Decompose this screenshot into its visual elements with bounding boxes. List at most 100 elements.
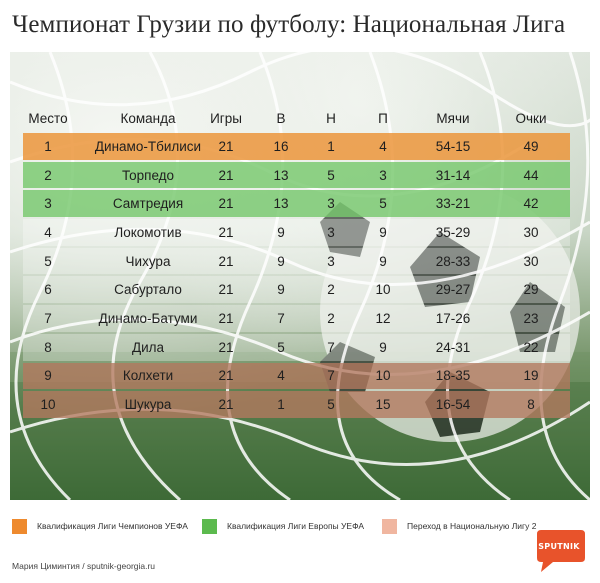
cell-position: 7 xyxy=(44,310,52,326)
cell-goals: 16-54 xyxy=(435,397,471,413)
cell-position: 4 xyxy=(44,224,52,240)
legend-label: Квалификация Лиги Чемпионов УЕФА xyxy=(37,521,188,531)
header-position: Место xyxy=(28,110,68,126)
cell-goals: 29-27 xyxy=(435,282,471,298)
table-row: 1 Динамо-Тбилиси 21 16 1 4 54-15 49 xyxy=(23,132,570,161)
header-points: Очки xyxy=(515,110,547,126)
legend: Квалификация Лиги Чемпионов УЕФА Квалифи… xyxy=(0,514,600,538)
cell-wins: 7 xyxy=(277,310,285,326)
row-band xyxy=(23,219,570,246)
cell-draws: 7 xyxy=(327,368,335,384)
cell-draws: 3 xyxy=(327,224,335,240)
cell-games: 21 xyxy=(218,253,234,269)
cell-wins: 9 xyxy=(277,282,285,298)
cell-points: 29 xyxy=(523,282,539,298)
cell-draws: 2 xyxy=(327,282,335,298)
cell-position: 2 xyxy=(44,167,52,183)
cell-wins: 9 xyxy=(277,253,285,269)
cell-losses: 9 xyxy=(379,339,387,355)
table-row: 2 Торпедо 21 13 5 3 31-14 44 xyxy=(23,161,570,190)
cell-points: 30 xyxy=(523,224,539,240)
cell-losses: 10 xyxy=(375,368,391,384)
cell-games: 21 xyxy=(218,339,234,355)
cell-wins: 9 xyxy=(277,224,285,240)
legend-label: Переход в Национальную Лигу 2 xyxy=(407,521,537,531)
cell-losses: 15 xyxy=(375,397,391,413)
cell-games: 21 xyxy=(218,196,234,212)
cell-losses: 5 xyxy=(379,196,387,212)
cell-position: 9 xyxy=(44,368,52,384)
cell-team: Шукура xyxy=(124,397,172,413)
sputnik-logo-icon xyxy=(537,530,585,572)
cell-wins: 13 xyxy=(273,167,289,183)
cell-position: 5 xyxy=(44,253,52,269)
cell-goals: 54-15 xyxy=(435,138,471,154)
cell-points: 42 xyxy=(523,196,539,212)
cell-position: 1 xyxy=(44,138,52,154)
header-losses: П xyxy=(378,110,388,126)
cell-wins: 4 xyxy=(277,368,285,384)
cell-position: 10 xyxy=(40,397,56,413)
cell-games: 21 xyxy=(218,310,234,326)
cell-goals: 28-33 xyxy=(435,253,471,269)
cell-games: 21 xyxy=(218,397,234,413)
logo-text: SPUTNIK xyxy=(538,542,580,551)
cell-games: 21 xyxy=(218,224,234,240)
cell-team: Торпедо xyxy=(121,167,175,183)
cell-goals: 31-14 xyxy=(435,167,471,183)
table-row: 4 Локомотив 21 9 3 9 35-29 30 xyxy=(23,218,570,247)
cell-games: 21 xyxy=(218,138,234,154)
cell-points: 8 xyxy=(527,397,535,413)
cell-points: 30 xyxy=(523,253,539,269)
cell-goals: 18-35 xyxy=(435,368,471,384)
cell-losses: 10 xyxy=(375,282,391,298)
table-header-row: Место Команда Игры В Н П Мячи Очки xyxy=(23,104,570,132)
cell-position: 8 xyxy=(44,339,52,355)
cell-draws: 5 xyxy=(327,167,335,183)
cell-team: Самтредия xyxy=(112,196,184,212)
cell-goals: 33-21 xyxy=(435,196,471,212)
cell-losses: 12 xyxy=(375,310,391,326)
cell-wins: 1 xyxy=(277,397,285,413)
cell-losses: 4 xyxy=(379,138,387,154)
cell-draws: 2 xyxy=(327,310,335,326)
champions-league-highlight xyxy=(23,133,570,160)
cell-position: 3 xyxy=(44,196,52,212)
cell-points: 49 xyxy=(523,138,539,154)
legend-item-europa-league: Квалификация Лиги Европы УЕФА xyxy=(202,514,364,538)
cell-losses: 9 xyxy=(379,224,387,240)
cell-draws: 5 xyxy=(327,397,335,413)
row-band xyxy=(23,276,570,304)
pink-swatch xyxy=(382,518,397,534)
orange-swatch xyxy=(12,518,27,534)
header-team: Команда xyxy=(120,110,176,126)
table-row: 7 Динамо-Батуми 21 7 2 12 17-26 23 xyxy=(23,304,570,333)
cell-wins: 16 xyxy=(273,138,289,154)
legend-item-relegation: Переход в Национальную Лигу 2 xyxy=(382,514,536,538)
table-row: 8 Дила 21 5 7 9 24-31 22 xyxy=(23,333,570,362)
cell-games: 21 xyxy=(218,167,234,183)
page-title: Чемпионат Грузии по футболу: Национальна… xyxy=(12,11,566,38)
table-row: 10 Шукура 21 1 5 15 16-54 8 xyxy=(23,390,570,419)
cell-wins: 13 xyxy=(273,196,289,212)
cell-team: Локомотив xyxy=(114,224,182,240)
cell-losses: 3 xyxy=(379,167,387,183)
cell-draws: 7 xyxy=(327,339,335,355)
green-swatch xyxy=(202,518,217,534)
cell-team: Дила xyxy=(131,339,165,355)
cell-team: Динамо-Батуми xyxy=(98,310,198,326)
standings-table: Место Команда Игры В Н П Мячи Очки 1 Дин… xyxy=(23,104,570,419)
europa-league-highlight xyxy=(23,190,570,218)
cell-points: 19 xyxy=(523,368,539,384)
table-row: 3 Самтредия 21 13 3 5 33-21 42 xyxy=(23,189,570,218)
cell-points: 23 xyxy=(523,310,539,326)
credit-text: Мария Циминтия / sputnik-georgia.ru xyxy=(12,561,156,571)
cell-goals: 35-29 xyxy=(435,224,471,240)
cell-goals: 17-26 xyxy=(435,310,471,326)
row-band xyxy=(23,305,570,332)
cell-wins: 5 xyxy=(277,339,285,355)
legend-label: Квалификация Лиги Европы УЕФА xyxy=(227,521,365,531)
cell-points: 22 xyxy=(523,339,539,355)
table-row: 9 Колхети 21 4 7 10 18-35 19 xyxy=(23,362,570,391)
table-row: 5 Чихура 21 9 3 9 28-33 30 xyxy=(23,247,570,276)
